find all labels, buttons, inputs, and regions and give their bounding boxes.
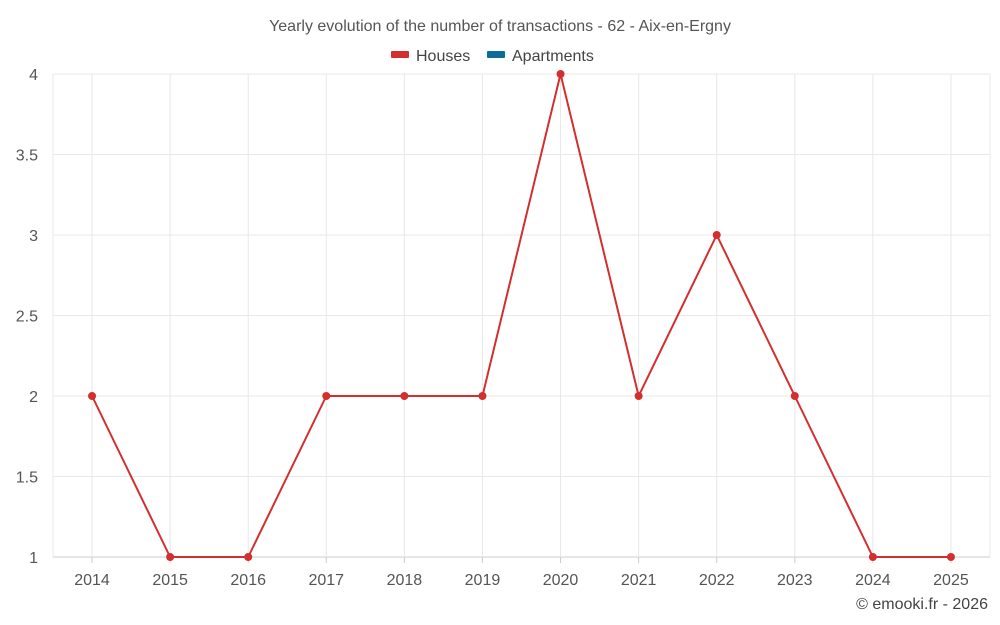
x-tick-label: 2024 bbox=[855, 572, 891, 589]
x-tick-label: 2020 bbox=[543, 572, 579, 589]
y-tick-label: 2 bbox=[29, 389, 38, 406]
x-tick-label: 2018 bbox=[387, 572, 423, 589]
x-tick-label: 2017 bbox=[308, 572, 344, 589]
data-point-houses-2017[interactable] bbox=[322, 392, 331, 400]
x-axis: 2014 2015 2016 2017 2018 2019 2020 2021 2022 2023… bbox=[74, 557, 969, 589]
y-tick-label: 2.5 bbox=[16, 309, 38, 326]
data-point-houses-2016[interactable] bbox=[244, 553, 253, 561]
data-point-houses-2019[interactable] bbox=[478, 392, 487, 400]
legend-label-houses: Houses bbox=[416, 48, 470, 65]
y-tick-label: 3.5 bbox=[16, 148, 38, 165]
y-tick-label: 1 bbox=[29, 550, 38, 567]
y-tick-label: 1.5 bbox=[16, 470, 38, 487]
data-point-houses-2020[interactable] bbox=[556, 70, 565, 78]
x-tick-label: 2015 bbox=[152, 572, 188, 589]
x-tick-label: 2014 bbox=[74, 572, 110, 589]
legend-item-apartments[interactable]: Apartments bbox=[487, 48, 594, 65]
legend: Houses Apartments bbox=[391, 48, 594, 65]
x-tick-label: 2023 bbox=[777, 572, 813, 589]
data-point-houses-2024[interactable] bbox=[868, 553, 877, 561]
y-tick-label: 4 bbox=[29, 67, 38, 84]
x-tick-label: 2016 bbox=[230, 572, 266, 589]
series-line-houses bbox=[91, 73, 951, 558]
grid bbox=[52, 73, 991, 558]
y-axis: 1 1.5 2 2.5 3 3.5 4 bbox=[16, 67, 38, 567]
data-point-houses-2021[interactable] bbox=[634, 392, 643, 400]
legend-swatch-houses bbox=[391, 51, 409, 58]
data-point-houses-2025[interactable] bbox=[946, 553, 955, 561]
y-tick-label: 3 bbox=[29, 228, 38, 245]
legend-swatch-apartments bbox=[487, 51, 505, 58]
x-tick-label: 2021 bbox=[621, 572, 657, 589]
legend-label-apartments: Apartments bbox=[512, 48, 594, 65]
credit-text: © emooki.fr - 2026 bbox=[856, 596, 988, 613]
x-tick-label: 2022 bbox=[699, 572, 735, 589]
x-tick-label: 2025 bbox=[933, 572, 969, 589]
series-houses bbox=[88, 70, 955, 561]
data-point-houses-2014[interactable] bbox=[88, 392, 97, 400]
data-point-houses-2023[interactable] bbox=[790, 392, 799, 400]
x-tick-label: 2019 bbox=[465, 572, 501, 589]
data-point-houses-2015[interactable] bbox=[166, 553, 175, 561]
legend-item-houses[interactable]: Houses bbox=[391, 48, 470, 65]
data-point-houses-2018[interactable] bbox=[400, 392, 409, 400]
chart-title: Yearly evolution of the number of transa… bbox=[269, 18, 731, 35]
data-point-houses-2022[interactable] bbox=[712, 231, 721, 239]
